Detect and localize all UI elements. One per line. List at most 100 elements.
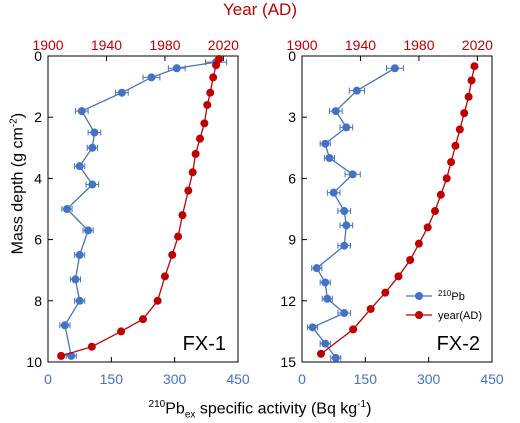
panel1-year-point (153, 296, 162, 305)
panel1-pb210-point (60, 321, 69, 330)
panel2-pb210-point (312, 264, 321, 273)
panel2-pb210-point (331, 353, 340, 362)
panel2-y-tick-label: 9 (288, 232, 296, 248)
panel2-y-tick-label: 12 (280, 293, 296, 309)
panel2-year-point (431, 207, 439, 216)
panel1-pb210-point (88, 143, 97, 152)
panel2-y-tick-label: 6 (288, 170, 296, 186)
panel1-year-point (168, 250, 177, 259)
panel1-year-point (196, 134, 204, 143)
panel2-pb210-point (340, 309, 349, 318)
panel1-year-point (139, 315, 147, 324)
panel1-frame (47, 55, 239, 363)
panel1-year-point (215, 55, 223, 64)
panel1-x-tick-label: 450 (226, 371, 250, 387)
panel2-y-tick-label: 15 (280, 354, 296, 370)
panel1-year-point (191, 149, 200, 158)
panel1-year-point (117, 327, 126, 336)
panel2-pb210-point (321, 339, 330, 348)
panel2-pb210-point (329, 188, 338, 197)
panel1-y-tick-label: 0 (34, 48, 42, 64)
panel2-year-point (381, 288, 390, 297)
panel2-pb210-point (340, 241, 349, 250)
panel2-pb210-point (342, 221, 351, 230)
panel2-pb210-point (325, 154, 334, 162)
panel2-legend-year-marker (415, 311, 423, 319)
panel1-year-point (203, 100, 212, 109)
panel1-y-tick-label: 6 (34, 232, 42, 248)
panel2-year-point (442, 174, 451, 183)
panel2-year-point (470, 62, 479, 71)
panel2-y-tick-label: 3 (288, 109, 296, 125)
panel2-pb210-point (390, 64, 399, 73)
panel2-pb210-point (340, 207, 349, 216)
panel2-y-tick-label: 0 (288, 48, 296, 64)
panel1-year-point (178, 211, 187, 220)
panel1-year-point (212, 61, 221, 70)
panel2-year-point (451, 141, 460, 150)
panel1-y-tick-label: 10 (26, 354, 42, 370)
x-axis-title: 210Pbex specific activity (Bq kg-1) (0, 399, 520, 421)
panel2-year-point (460, 109, 469, 118)
panel2-pb210-point (308, 323, 317, 332)
panel1-top-tick-label: 1940 (91, 37, 122, 53)
panel1-year-point (174, 232, 183, 241)
panel2-year-point (406, 256, 415, 264)
panel1-pb210-point (75, 250, 84, 259)
panel2-label: FX-2 (437, 333, 480, 355)
panel2-x-tick-label: 150 (354, 371, 378, 387)
x-axis-title-exponent: -1 (357, 399, 367, 410)
panel1-y-tick-label: 8 (34, 293, 42, 309)
legend-superscript: 210 (438, 289, 452, 298)
panel1-pb210-point (75, 296, 84, 305)
x-axis-title-element: Pb (165, 400, 185, 418)
panel1-top-tick-label: 1900 (32, 37, 63, 53)
panel2-pb210-line (311, 67, 396, 359)
panel2-pb210-point (348, 170, 357, 179)
panel1-year-point (188, 168, 197, 177)
panel2-year-point (436, 190, 445, 199)
panel1-y-tick-label: 2 (34, 109, 42, 125)
panel1-x-tick-label: 300 (163, 371, 187, 387)
panel2-year-point (414, 239, 423, 248)
panel2-top-tick-label: 2020 (462, 37, 493, 53)
panel2-legend-year-label: year(AD) (438, 310, 482, 322)
panel1-pb210-point (63, 205, 71, 213)
panel1-pb210-point (90, 128, 99, 137)
panel2-top-tick-label: 1900 (286, 37, 317, 53)
panel1-x-tick-label: 0 (44, 371, 52, 387)
panel1-year-line (60, 58, 220, 357)
panel2-year-point (366, 304, 375, 313)
panel1-year-point (206, 88, 215, 97)
panel2-pb210-point (321, 139, 330, 148)
x-axis-title-close: ) (366, 400, 372, 418)
panel2-year-point (317, 349, 325, 358)
panel2-top-tick-label: 1940 (345, 37, 376, 53)
panel1-year-point (209, 73, 218, 82)
panel2-x-tick-label: 300 (417, 371, 441, 387)
panel2-pb210-point (323, 294, 332, 303)
panel1-x-tick-label: 150 (100, 371, 124, 387)
panel1-y-tick-label: 4 (34, 170, 42, 186)
panel1-pb210-line (64, 61, 217, 357)
panel2-year-point (423, 223, 432, 232)
panel2-frame (301, 55, 493, 363)
panel2-pb210-point (342, 123, 351, 132)
panel1-pb210-point (77, 107, 86, 116)
panel2-pb210-point (331, 107, 340, 116)
panel1-pb210-point (88, 180, 97, 189)
panel1-label: FX-1 (183, 333, 226, 355)
panel2-top-tick-label: 1980 (403, 37, 434, 53)
panel2-legend-pb210-marker (415, 292, 423, 300)
panel2-x-tick-label: 450 (480, 371, 504, 387)
panel2-pb210-point (352, 86, 361, 95)
panel1-pb210-point (172, 64, 181, 73)
panel1-pb210-point (84, 226, 93, 235)
panel1-year-point (160, 272, 169, 281)
panel1-year-point (184, 186, 193, 195)
panel1-top-tick-label: 2020 (208, 37, 239, 53)
panel2-year-point (447, 158, 456, 167)
panel1-pb210-point (75, 162, 84, 171)
panel1-pb210-point (147, 73, 156, 82)
